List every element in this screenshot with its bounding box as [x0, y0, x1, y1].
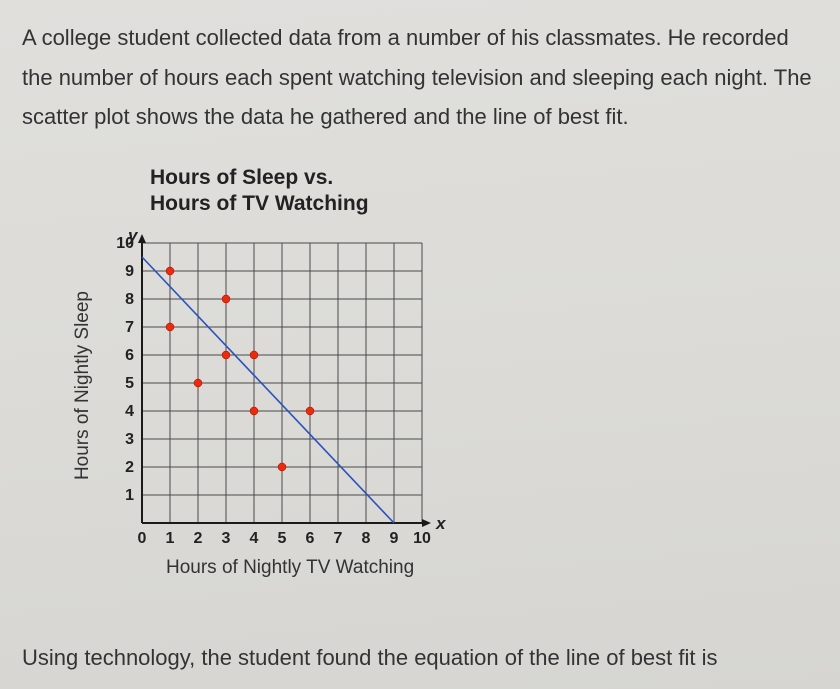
svg-text:4: 4 [250, 530, 259, 547]
chart-title: Hours of Sleep vs. Hours of TV Watching [150, 165, 818, 218]
chart-canvas: 01234567891012345678910yx [102, 219, 458, 551]
question-footer: Using technology, the student found the … [22, 645, 718, 671]
question-paragraph: A college student collected data from a … [22, 18, 818, 137]
svg-text:7: 7 [125, 319, 134, 336]
chart-title-line2: Hours of TV Watching [150, 192, 369, 215]
svg-text:9: 9 [390, 530, 399, 547]
scatter-chart: Hours of Sleep vs. Hours of TV Watching … [72, 165, 818, 580]
svg-text:6: 6 [306, 530, 315, 547]
svg-text:5: 5 [125, 375, 134, 392]
chart-title-line1: Hours of Sleep vs. [150, 166, 333, 189]
svg-text:8: 8 [125, 291, 134, 308]
svg-text:1: 1 [166, 530, 175, 547]
y-axis-label: Hours of Nightly Sleep [72, 291, 94, 480]
svg-text:0: 0 [138, 530, 147, 547]
svg-text:y: y [127, 226, 139, 245]
svg-text:2: 2 [194, 530, 203, 547]
svg-text:1: 1 [125, 487, 134, 504]
svg-text:8: 8 [362, 530, 371, 547]
svg-text:3: 3 [222, 530, 231, 547]
svg-text:9: 9 [125, 263, 134, 280]
svg-text:x: x [435, 514, 447, 533]
svg-text:2: 2 [125, 459, 134, 476]
svg-text:5: 5 [278, 530, 287, 547]
svg-text:10: 10 [413, 530, 431, 547]
svg-text:6: 6 [125, 347, 134, 364]
svg-text:7: 7 [334, 530, 343, 547]
svg-text:4: 4 [125, 403, 134, 420]
x-axis-label: Hours of Nightly TV Watching [166, 557, 818, 579]
svg-text:3: 3 [125, 431, 134, 448]
